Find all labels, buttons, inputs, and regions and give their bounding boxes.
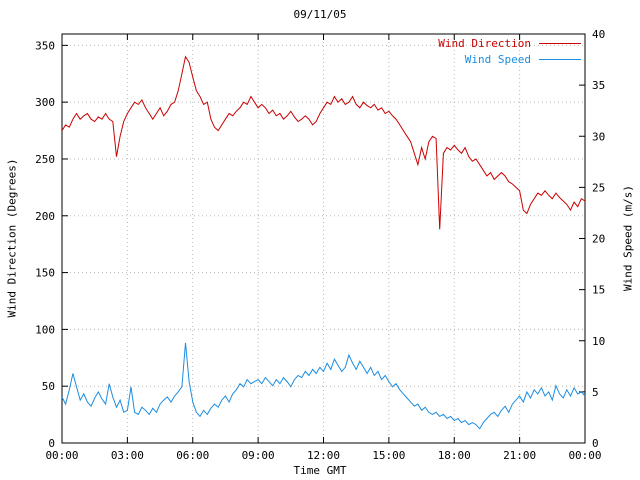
legend-label-wind-speed: Wind Speed bbox=[464, 53, 531, 66]
svg-text:250: 250 bbox=[35, 153, 55, 166]
svg-text:30: 30 bbox=[592, 130, 605, 143]
legend-item-wind-direction: Wind Direction bbox=[438, 37, 581, 50]
svg-text:15: 15 bbox=[592, 284, 605, 297]
svg-text:100: 100 bbox=[35, 323, 55, 336]
svg-text:00:00: 00:00 bbox=[568, 449, 601, 462]
legend-item-wind-speed: Wind Speed bbox=[465, 53, 581, 66]
legend-label-wind-direction: Wind Direction bbox=[438, 37, 531, 50]
svg-text:300: 300 bbox=[35, 96, 55, 109]
legend-line-sample-wind-direction bbox=[539, 43, 581, 44]
svg-text:350: 350 bbox=[35, 39, 55, 52]
svg-text:0: 0 bbox=[592, 437, 599, 450]
right-axis-label: Wind Speed (m/s) bbox=[621, 185, 635, 291]
svg-text:06:00: 06:00 bbox=[176, 449, 209, 462]
svg-text:09:00: 09:00 bbox=[242, 449, 275, 462]
svg-text:5: 5 bbox=[592, 386, 599, 399]
svg-text:20: 20 bbox=[592, 233, 605, 246]
x-axis-label: Time GMT bbox=[293, 464, 347, 477]
svg-text:40: 40 bbox=[592, 28, 605, 41]
svg-text:00:00: 00:00 bbox=[45, 449, 78, 462]
svg-text:150: 150 bbox=[35, 267, 55, 280]
legend-line-sample-wind-speed bbox=[539, 59, 581, 60]
svg-text:10: 10 bbox=[592, 335, 605, 348]
svg-text:12:00: 12:00 bbox=[307, 449, 340, 462]
svg-text:03:00: 03:00 bbox=[111, 449, 144, 462]
svg-text:35: 35 bbox=[592, 79, 605, 92]
chart-title: 09/11/05 bbox=[293, 8, 347, 21]
svg-text:25: 25 bbox=[592, 181, 605, 194]
svg-text:50: 50 bbox=[42, 380, 55, 393]
svg-text:18:00: 18:00 bbox=[438, 449, 471, 462]
svg-text:15:00: 15:00 bbox=[372, 449, 405, 462]
svg-text:0: 0 bbox=[48, 437, 55, 450]
svg-text:21:00: 21:00 bbox=[503, 449, 536, 462]
left-axis-label: Wind Direction (Degrees) bbox=[5, 158, 19, 318]
legend: Wind Direction Wind Speed bbox=[438, 37, 581, 66]
svg-text:200: 200 bbox=[35, 210, 55, 223]
